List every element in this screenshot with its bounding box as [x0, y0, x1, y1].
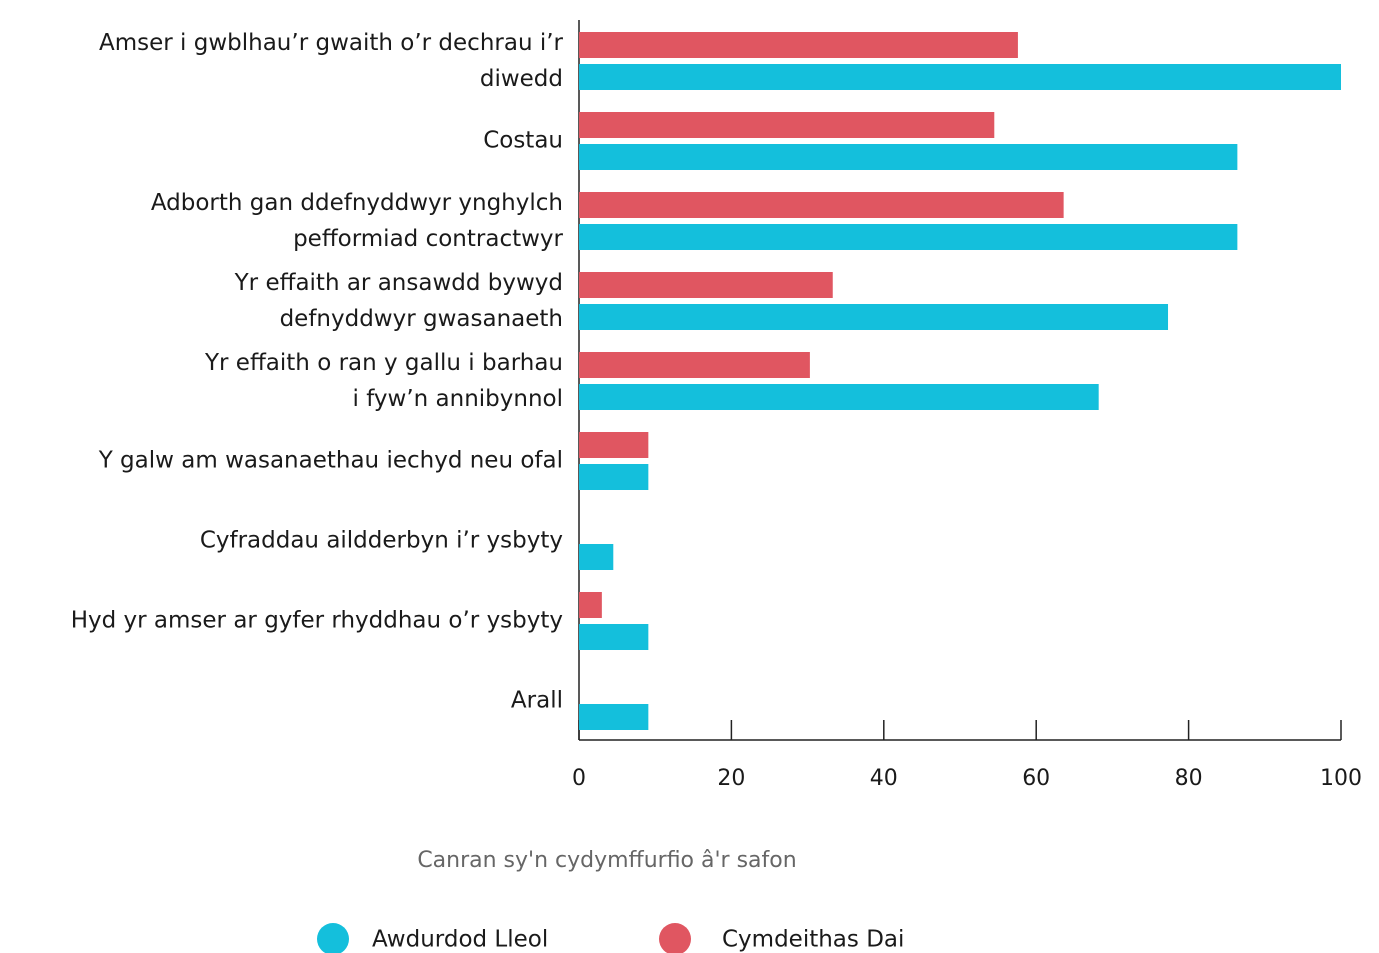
x-tick-label: 60 — [1022, 766, 1050, 791]
y-tick-label: Arall — [511, 688, 563, 714]
bar — [579, 272, 833, 298]
bar — [579, 224, 1238, 250]
legend-marker — [317, 923, 349, 953]
bar — [579, 464, 649, 490]
bar — [579, 704, 649, 730]
bar — [579, 32, 1018, 58]
bar — [579, 192, 1064, 218]
y-tick-label: Adborth gan ddefnyddwyr ynghylch pefformi… — [151, 190, 564, 252]
y-tick-label: Yr effaith ar ansawdd bywyd defnyddwyr gw… — [234, 270, 563, 332]
bar — [579, 544, 614, 570]
y-tick-label: Amser i gwblhau’r gwaith o’r dechrau i’r… — [99, 30, 564, 92]
y-tick-label: Costau — [483, 128, 563, 154]
x-tick-label: 100 — [1320, 766, 1362, 791]
bar — [579, 624, 649, 650]
bar — [579, 304, 1169, 330]
bar — [579, 384, 1099, 410]
bar — [579, 112, 995, 138]
bar — [579, 592, 602, 618]
x-axis-title: Canran sy'n cydymffurfio â'r safon — [417, 848, 796, 873]
y-tick-label: Cyfraddau aildderbyn i’r ysbyty — [200, 528, 563, 554]
legend-label: Cymdeithas Dai — [722, 927, 904, 953]
y-tick-label: Hyd yr amser ar gyfer rhyddhau o’r ysbyt… — [71, 608, 563, 634]
x-tick-label: 40 — [870, 766, 898, 791]
bar — [579, 352, 810, 378]
legend-label: Awdurdod Lleol — [372, 927, 548, 953]
y-tick-label: Yr effaith o ran y gallu i barhau i fyw’n… — [204, 350, 563, 412]
legend-marker — [659, 923, 691, 953]
x-tick-label: 80 — [1175, 766, 1203, 791]
bar — [579, 144, 1238, 170]
x-tick-label: 20 — [717, 766, 745, 791]
x-tick-label: 0 — [572, 766, 586, 791]
bar — [579, 64, 1341, 90]
bar — [579, 432, 649, 458]
y-tick-label: Y galw am wasanaethau iechyd neu ofal — [98, 448, 563, 474]
